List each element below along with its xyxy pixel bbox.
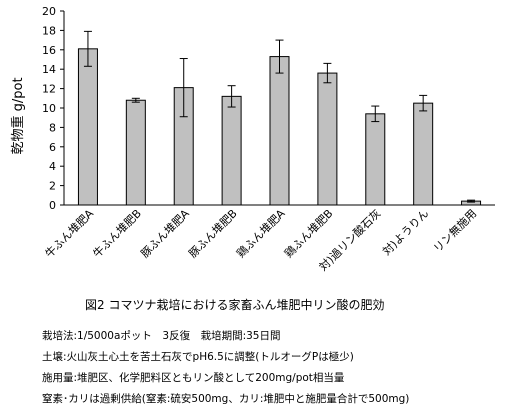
- y-tick-label: 0: [49, 199, 56, 212]
- note-cultivation: 栽培法:1/5000aポット 3反復 栽培期間:35日間: [42, 330, 281, 342]
- error-bar: [131, 97, 140, 103]
- error-bar: [323, 62, 332, 84]
- error-bar: [419, 94, 428, 112]
- error-bar: [467, 199, 476, 203]
- note-soil: 土壌:火山灰土心土を苦土石灰でpH6.5に調整(トルオーグPは極少): [42, 351, 354, 363]
- x-category-label: 対)ようりん: [379, 206, 431, 258]
- figure-caption: 図2 コマツナ栽培における家畜ふん堆肥中リン酸の肥効: [85, 298, 385, 312]
- note-application: 施用量:堆肥区、化学肥料区ともリン酸として200mg/pot相当量: [42, 372, 345, 384]
- x-category-label: 牛ふん堆肥B: [90, 206, 144, 260]
- figure-notes: 栽培法:1/5000aポット 3反復 栽培期間:35日間 土壌:火山灰土心土を苦…: [42, 326, 409, 410]
- x-category-label: 牛ふん堆肥A: [42, 206, 96, 260]
- x-category-label: 豚ふん堆肥A: [138, 207, 192, 261]
- bar: [413, 102, 434, 206]
- note-nitrogen-potassium: 窒素･カリは過剰供給(窒素:硫安500mg、カリ:堆肥中と施肥量合計で500mg…: [42, 393, 410, 405]
- y-tick-label: 16: [42, 44, 56, 57]
- bar: [77, 48, 98, 206]
- y-tick-label: 2: [49, 180, 56, 193]
- y-tick-label: 12: [42, 83, 56, 96]
- error-bars: [83, 30, 476, 203]
- y-tick-label: 4: [49, 160, 56, 173]
- x-category-label: リン無施用: [430, 206, 479, 255]
- x-category-label: 豚ふん堆肥B: [186, 207, 239, 260]
- error-bar: [83, 30, 92, 67]
- y-tick-label: 8: [49, 121, 56, 134]
- y-axis: 0 2 4 6 8 10 12 14 16 18 20: [42, 5, 65, 212]
- x-category-label: 鶏ふん堆肥B: [281, 206, 335, 260]
- y-axis-label: 乾物重 g/pot: [10, 77, 26, 154]
- bar: [317, 72, 338, 206]
- error-bar: [275, 39, 284, 74]
- x-axis: 牛ふん堆肥A牛ふん堆肥B豚ふん堆肥A豚ふん堆肥B鶏ふん堆肥A鶏ふん堆肥B対)過リ…: [42, 204, 495, 274]
- y-tick-label: 14: [42, 63, 56, 76]
- bars: [77, 48, 482, 206]
- bar-chart: 0 2 4 6 8 10 12 14 16 18 20 牛ふん堆肥A牛ふん堆肥B豚ふん堆肥A豚ふん堆…: [10, 5, 495, 274]
- y-tick-label: 18: [42, 24, 56, 37]
- bar: [269, 56, 290, 206]
- error-bar: [227, 85, 236, 108]
- bar: [365, 113, 386, 206]
- x-category-label: 鶏ふん堆肥A: [234, 206, 288, 260]
- y-tick-label: 20: [42, 5, 56, 18]
- y-tick-label: 10: [42, 102, 56, 115]
- bar: [221, 95, 242, 206]
- bar: [125, 99, 146, 206]
- error-bar: [179, 58, 188, 118]
- error-bar: [371, 105, 380, 123]
- y-tick-label: 6: [49, 141, 56, 154]
